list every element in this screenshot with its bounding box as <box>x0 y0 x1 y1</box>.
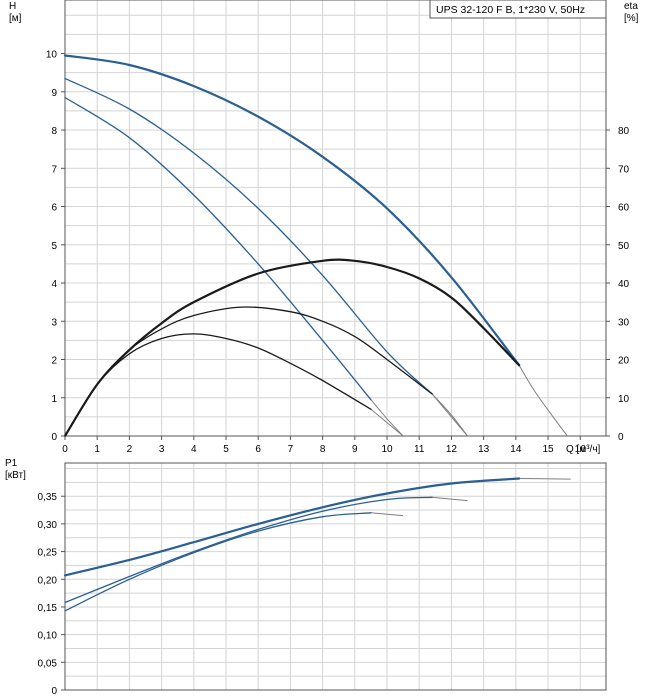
y-tick-label: 5 <box>51 241 57 252</box>
x-tick-label: 7 <box>288 444 294 455</box>
legend: UPS 32-120 F B, 1*230 V, 50Hz <box>429 0 607 19</box>
y2-tick-label: 50 <box>618 241 630 252</box>
y-tick-label: 3 <box>51 317 57 328</box>
tick-labels: 0 1 2 3 4 5 6 7 8 9 10 11 12 13 14 15 160123456789100102… <box>38 50 630 697</box>
y-axis-label: H <box>9 1 16 12</box>
y2-tick-label: 20 <box>618 356 630 367</box>
top-grid <box>65 0 606 436</box>
x-tick-label: 15 <box>542 444 554 455</box>
x-tick-label: 4 <box>191 444 197 455</box>
plot-frames <box>64 0 607 691</box>
x-tick-label: 13 <box>478 444 490 455</box>
y2-tick-label: 70 <box>618 164 630 175</box>
x-tick-label: 2 <box>127 444 133 455</box>
x-axis-label: Q [м³/ч] <box>566 444 601 455</box>
x-tick-label: 10 <box>381 444 393 455</box>
bottom-grid <box>65 463 606 690</box>
bottom-plot-frame <box>64 462 607 691</box>
y-tick-label: 4 <box>51 279 57 290</box>
y-tick-label: 1 <box>51 394 57 405</box>
y-tick-label: 8 <box>51 126 57 137</box>
x-tick-label: 12 <box>446 444 458 455</box>
axis-labels: H[м] eta[%] Q [м³/ч] P1[кВт] <box>5 1 639 481</box>
p1-tick-label: 0,05 <box>38 658 58 669</box>
x-tick-label: 1 <box>94 444 100 455</box>
y2-tick-label: 60 <box>618 203 630 214</box>
y2-tick-label: 0 <box>618 432 624 443</box>
y-tick-label: 0 <box>51 432 57 443</box>
p1-tick-label: 0 <box>51 686 57 697</box>
p1-axis-label: P1 <box>5 458 18 469</box>
head-curve-extension <box>370 399 404 437</box>
x-tick-label: 0 <box>62 444 68 455</box>
x-tick-label: 5 <box>223 444 229 455</box>
x-tick-label: 11 <box>414 444 425 455</box>
p1-tick-label: 0,15 <box>38 603 58 614</box>
eta-curve <box>64 333 372 437</box>
p1-tick-label: 0,25 <box>38 548 58 559</box>
power-curve <box>64 512 372 612</box>
curve-extensions <box>370 364 571 517</box>
y2-tick-label: 40 <box>618 279 630 290</box>
x-tick-label: 9 <box>352 444 358 455</box>
y-tick-label: 7 <box>51 164 57 175</box>
power-curve <box>64 496 433 604</box>
y2-tick-label: 10 <box>618 394 630 405</box>
top-plot-frame <box>64 0 607 437</box>
head-curve-extension <box>518 364 568 437</box>
x-tick-label: 16 <box>575 444 587 455</box>
eta-curve <box>64 306 433 437</box>
y2-axis-unit: [%] <box>624 13 639 24</box>
eta-curve-extension <box>431 393 468 437</box>
p1-tick-label: 0,20 <box>38 575 58 586</box>
power-curve <box>63 477 521 577</box>
y2-axis-label: eta <box>624 1 638 12</box>
y2-tick-label: 80 <box>618 126 630 137</box>
head-curve <box>64 77 433 395</box>
p1-axis-unit: [кВт] <box>5 470 26 481</box>
y-tick-label: 9 <box>51 88 57 99</box>
y2-tick-label: 30 <box>618 317 630 328</box>
x-tick-label: 6 <box>255 444 261 455</box>
x-tick-label: 8 <box>320 444 326 455</box>
power-curve-extension <box>370 512 404 517</box>
curves <box>63 54 521 612</box>
x-tick-label: 14 <box>510 444 522 455</box>
head-curve <box>64 96 372 401</box>
y-tick-label: 6 <box>51 203 57 214</box>
y-axis-unit: [м] <box>9 13 22 24</box>
head-curve <box>63 54 521 367</box>
p1-tick-label: 0,35 <box>38 492 58 503</box>
y-tick-label: 2 <box>51 356 57 367</box>
y-tick-label: 10 <box>46 50 58 61</box>
legend-label: UPS 32-120 F B, 1*230 V, 50Hz <box>436 4 585 16</box>
power-curve-extension <box>432 496 468 502</box>
legend-box <box>429 0 607 19</box>
p1-tick-label: 0,30 <box>38 520 58 531</box>
x-tick-label: 3 <box>159 444 165 455</box>
p1-tick-label: 0,10 <box>38 631 58 642</box>
power-curve-extension <box>519 478 571 480</box>
eta-curve-extension <box>370 408 404 437</box>
